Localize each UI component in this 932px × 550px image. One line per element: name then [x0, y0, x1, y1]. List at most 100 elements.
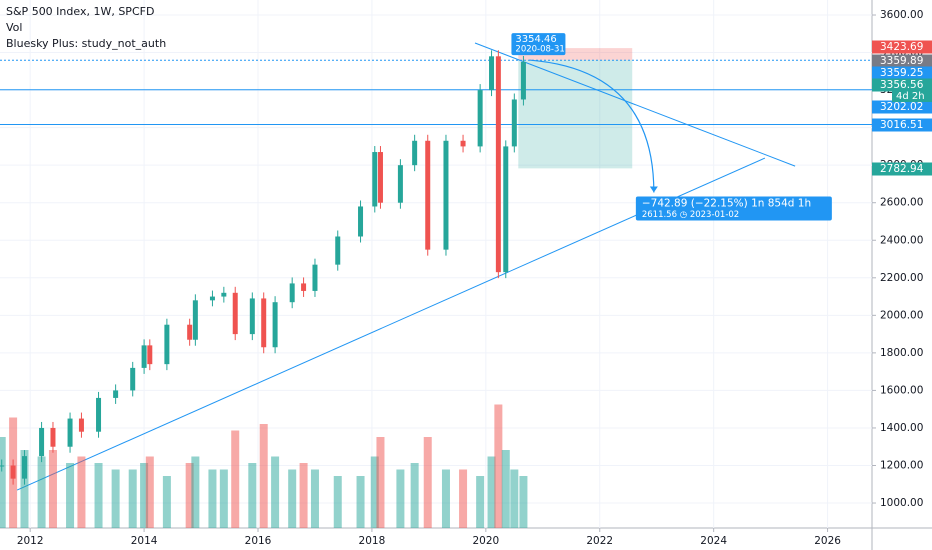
x-tick-label: 2024 — [700, 535, 727, 547]
x-tick-label: 2020 — [472, 535, 499, 547]
candle — [272, 302, 278, 348]
x-tick-label: 2026 — [814, 535, 841, 547]
candle — [261, 298, 267, 348]
candle — [39, 427, 45, 457]
candle — [249, 298, 255, 335]
y-tick-label: 2600.00 — [880, 197, 923, 209]
volume-bar — [370, 456, 379, 528]
candle — [377, 152, 383, 203]
volume-bar — [376, 437, 385, 528]
candle — [358, 206, 364, 237]
volume-bar — [77, 456, 86, 528]
price-label-box — [872, 100, 932, 114]
volume-bar — [259, 424, 268, 528]
candle — [520, 61, 526, 100]
candle — [372, 152, 378, 207]
candle — [78, 418, 84, 432]
x-tick-label: 2018 — [359, 535, 386, 547]
candle — [511, 99, 517, 147]
x-tick-label: 2022 — [586, 535, 613, 547]
projection-arrow — [529, 59, 655, 193]
candle — [147, 345, 153, 365]
candle — [397, 165, 403, 203]
callout-top-value: 3354.46 — [515, 34, 556, 45]
volume-bar — [333, 476, 342, 528]
volume-bar — [423, 437, 432, 528]
volume-bar — [356, 476, 365, 528]
volume-bar — [94, 463, 103, 528]
price-label: 3359.25 — [880, 67, 923, 79]
volume-bar — [510, 469, 519, 528]
volume-bar — [208, 469, 217, 528]
candle — [232, 292, 238, 335]
candle — [96, 397, 102, 432]
candle — [67, 418, 73, 447]
price-label-box — [872, 162, 932, 176]
price-label-box — [872, 66, 932, 80]
price-label: 3016.51 — [880, 119, 923, 131]
volume-bar — [231, 430, 240, 528]
volume-bar — [396, 469, 405, 528]
trend-line — [474, 42, 796, 167]
candle — [312, 264, 318, 291]
position-risk — [518, 48, 633, 61]
candle — [425, 140, 431, 250]
candle — [113, 390, 119, 398]
volume-bar — [410, 463, 419, 528]
legend-text: Vol — [6, 21, 22, 34]
candle — [0, 465, 5, 467]
candle — [130, 367, 136, 391]
volume-bar — [459, 469, 468, 528]
candle — [489, 56, 495, 91]
y-tick-label: 2000.00 — [880, 309, 923, 321]
price-label: 3356.56 — [880, 79, 924, 91]
x-tick-label: 2016 — [245, 535, 272, 547]
candle — [495, 56, 501, 273]
candle — [21, 456, 27, 479]
candle — [187, 324, 193, 340]
price-label: 2782.94 — [880, 163, 924, 175]
candle — [477, 90, 483, 147]
volume-bar — [248, 463, 257, 528]
volume-bar — [140, 463, 149, 528]
legend-text: S&P 500 Index, 1W, SPCFD — [6, 5, 154, 18]
candle — [460, 140, 466, 147]
price-label-box — [872, 118, 932, 132]
candle — [10, 465, 16, 479]
candle — [289, 283, 295, 303]
candle — [141, 345, 147, 368]
volume-bar — [0, 437, 6, 528]
volume-bar — [48, 450, 57, 528]
callout-bottom-line1: −742.89 (−22.15%) 1n 854d 1h — [642, 198, 811, 210]
y-tick-label: 2200.00 — [880, 272, 923, 284]
y-tick-label: 1200.00 — [880, 459, 923, 471]
volume-bar — [37, 456, 46, 528]
candle — [412, 140, 418, 166]
volume-bar — [20, 450, 29, 528]
volume-bar — [219, 469, 228, 528]
y-tick-label: 1400.00 — [880, 422, 923, 434]
volume-bar — [185, 463, 194, 528]
price-label: 3359.89 — [880, 55, 923, 67]
volume-bar — [271, 456, 280, 528]
y-tick-label: 1600.00 — [880, 384, 923, 396]
price-label-box — [872, 40, 932, 54]
candle — [335, 236, 341, 265]
candle — [164, 324, 170, 365]
candle — [209, 296, 215, 301]
x-tick-label: 2014 — [131, 535, 158, 547]
volume-bar — [441, 469, 450, 528]
callout-bottom-box — [635, 196, 832, 221]
callout-bottom-line2: 2611.56 ◷ 2023-01-02 — [642, 210, 739, 220]
volume-bar — [145, 456, 154, 528]
candle — [50, 427, 56, 447]
volume-bar — [111, 469, 120, 528]
volume-bar — [501, 450, 510, 528]
y-tick-label: 2400.00 — [880, 234, 923, 246]
price-label: 3202.02 — [880, 101, 923, 113]
candle — [192, 300, 198, 340]
candle — [221, 292, 227, 297]
volume-bar — [288, 469, 297, 528]
y-tick-label: 1800.00 — [880, 347, 923, 359]
